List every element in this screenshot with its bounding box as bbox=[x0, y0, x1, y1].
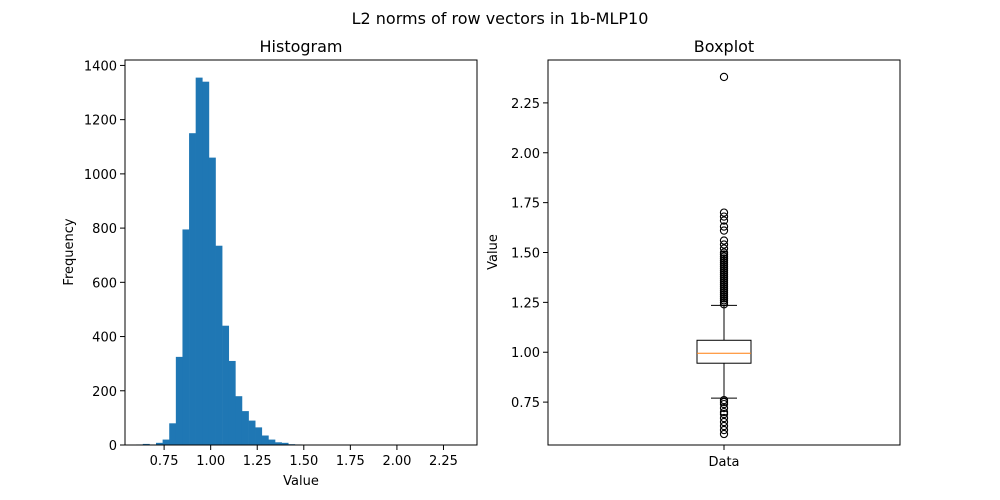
histogram-y-tick-label: 200 bbox=[92, 385, 117, 400]
histogram-x-tick-label: 0.75 bbox=[150, 454, 179, 469]
histogram-x-tick-label: 1.00 bbox=[196, 454, 225, 469]
histogram-y-tick-label: 400 bbox=[92, 331, 117, 346]
boxplot-title: Boxplot bbox=[694, 37, 754, 56]
boxplot-y-tick-label: 0.75 bbox=[511, 396, 540, 411]
histogram-bar bbox=[222, 326, 229, 445]
histogram-y-label: Frequency bbox=[62, 218, 77, 285]
boxplot-y-tick-label: 2.25 bbox=[511, 97, 540, 112]
histogram-bar bbox=[169, 423, 176, 445]
histogram-title: Histogram bbox=[260, 37, 343, 56]
histogram-bar bbox=[242, 411, 249, 445]
histogram-x-tick-label: 1.75 bbox=[336, 454, 365, 469]
histogram-y-tick-label: 1400 bbox=[84, 59, 117, 74]
histogram-x-tick-label: 1.25 bbox=[243, 454, 272, 469]
boxplot-y-tick-label: 1.50 bbox=[511, 247, 540, 262]
histogram-bar bbox=[249, 421, 256, 445]
boxplot-x-tick-label: Data bbox=[708, 455, 739, 470]
histogram-y-tick-label: 0 bbox=[109, 439, 117, 454]
histogram-bar bbox=[189, 133, 196, 445]
boxplot-y-label: Value bbox=[486, 234, 501, 270]
histogram-bar bbox=[268, 440, 275, 445]
histogram-bar bbox=[196, 78, 203, 445]
histogram-bar bbox=[216, 246, 223, 445]
histogram-bar bbox=[163, 440, 170, 445]
boxplot-y-tick-label: 2.00 bbox=[511, 147, 540, 162]
histogram-x-tick-label: 2.25 bbox=[429, 454, 458, 469]
histogram-bar bbox=[255, 427, 262, 445]
histogram-bar bbox=[202, 82, 209, 445]
histogram-y-tick-label: 800 bbox=[92, 222, 117, 237]
histogram-y-tick-label: 1200 bbox=[84, 114, 117, 129]
histogram-x-label: Value bbox=[283, 474, 319, 489]
figure-suptitle: L2 norms of row vectors in 1b-MLP10 bbox=[352, 9, 649, 28]
histogram-bar bbox=[229, 361, 236, 445]
histogram-x-tick-label: 1.50 bbox=[289, 454, 318, 469]
histogram-bar bbox=[209, 158, 216, 445]
histogram-y-tick-label: 600 bbox=[92, 276, 117, 291]
histogram-y-tick-label: 1000 bbox=[84, 168, 117, 183]
histogram-bar bbox=[182, 229, 189, 445]
boxplot-y-tick-label: 1.25 bbox=[511, 296, 540, 311]
boxplot-y-tick-label: 1.75 bbox=[511, 197, 540, 212]
histogram-bar bbox=[262, 436, 269, 445]
histogram-x-tick-label: 2.00 bbox=[382, 454, 411, 469]
histogram-bar bbox=[235, 396, 242, 445]
histogram-bar bbox=[176, 357, 183, 445]
boxplot-y-tick-label: 1.00 bbox=[511, 346, 540, 361]
